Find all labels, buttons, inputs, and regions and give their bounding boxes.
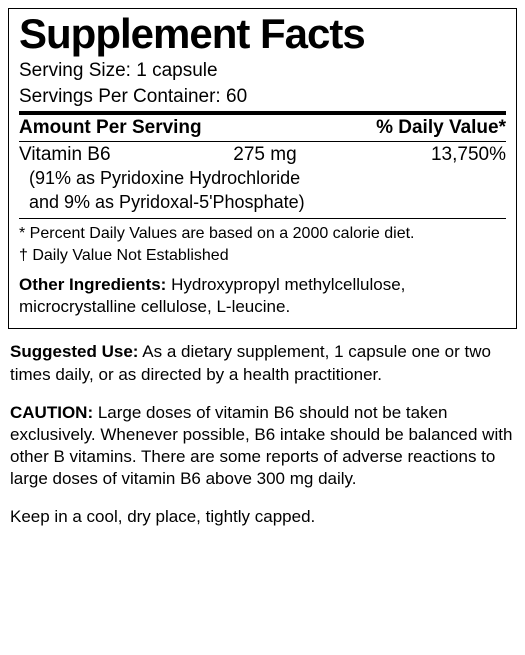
serving-size-label: Serving Size: — [19, 60, 131, 81]
panel-title: Supplement Facts — [19, 13, 506, 57]
ingredient-dv: 13,750% — [360, 144, 506, 166]
ingredient-amount: 275 mg — [233, 144, 360, 166]
caution: CAUTION: Large doses of vitamin B6 shoul… — [10, 402, 515, 490]
servings-per-container: Servings Per Container: 60 — [19, 83, 506, 109]
header-dv: % Daily Value* — [376, 117, 506, 139]
footnotes: * Percent Daily Values are based on a 20… — [19, 219, 506, 274]
serving-size: Serving Size: 1 capsule — [19, 57, 506, 83]
below-panel: Suggested Use: As a dietary supplement, … — [8, 341, 517, 528]
ingredient-name: Vitamin B6 — [19, 144, 233, 166]
servings-per-value: 60 — [226, 86, 247, 107]
supplement-facts-panel: Supplement Facts Serving Size: 1 capsule… — [8, 8, 517, 329]
ingredient-row: Vitamin B6 275 mg 13,750% — [19, 142, 506, 166]
ingredient-sub2: and 9% as Pyridoxal-5'Phosphate) — [29, 190, 506, 214]
serving-size-value: 1 capsule — [136, 60, 217, 81]
footnote-dv: * Percent Daily Values are based on a 20… — [19, 223, 506, 245]
other-ingredients-label: Other Ingredients: — [19, 275, 166, 294]
footnote-dagger: † Daily Value Not Established — [19, 245, 506, 267]
storage-text: Keep in a cool, dry place, tightly cappe… — [10, 506, 515, 528]
ingredient-subtext: (91% as Pyridoxine Hydrochloride and 9% … — [19, 166, 506, 219]
suggested-use-label: Suggested Use: — [10, 342, 138, 361]
suggested-use: Suggested Use: As a dietary supplement, … — [10, 341, 515, 385]
servings-per-label: Servings Per Container: — [19, 86, 221, 107]
header-amount: Amount Per Serving — [19, 117, 202, 139]
caution-label: CAUTION: — [10, 403, 93, 422]
ingredient-sub1: (91% as Pyridoxine Hydrochloride — [29, 166, 506, 190]
other-ingredients: Other Ingredients: Hydroxypropyl methylc… — [19, 274, 506, 318]
column-headers: Amount Per Serving % Daily Value* — [19, 115, 506, 141]
